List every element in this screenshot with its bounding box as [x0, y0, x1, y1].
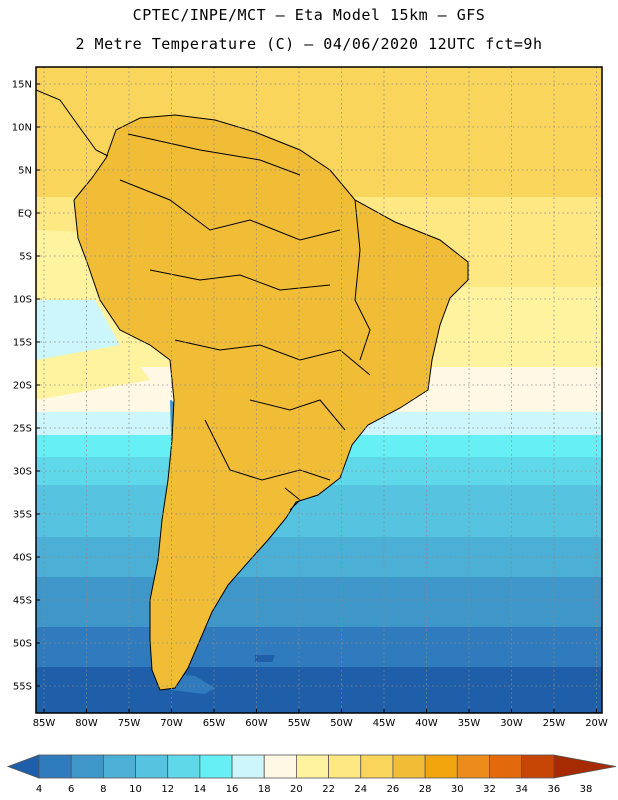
lon-label: 45W [373, 718, 396, 729]
lat-label: 5S [19, 252, 32, 263]
map-frame [35, 66, 603, 714]
lon-label: 55W [288, 718, 311, 729]
colorbar-swatch [328, 754, 362, 779]
lon-label: 60W [245, 718, 268, 729]
colorbar-tick-label: 14 [194, 784, 207, 795]
colorbar-tick-label: 26 [387, 784, 400, 795]
lon-label: 30W [500, 718, 523, 729]
colorbar-tick-label: 20 [290, 784, 303, 795]
latitude-axis: 15N 10N 5N EQ 5S 10S 15S 20S 25S 30S 35S 40S 45S 50S 5… [12, 80, 40, 693]
lat-label: 40S [13, 553, 32, 564]
lon-label: 20W [585, 718, 608, 729]
colorbar-tick-label: 36 [547, 784, 560, 795]
lat-label: 35S [13, 510, 32, 521]
lon-label: 25W [543, 718, 566, 729]
lat-label: 30S [13, 467, 32, 478]
colorbar-swatch [70, 754, 104, 779]
colorbar-swatch [296, 754, 329, 779]
colorbar-tick-label: 10 [129, 784, 142, 795]
lat-label: EQ [18, 209, 32, 220]
colorbar-tick-label: 38 [580, 784, 593, 795]
lat-label: 10S [13, 295, 32, 306]
lat-label: 55S [13, 682, 32, 693]
colorbar-swatch [135, 754, 169, 779]
colorbar-swatch [456, 754, 490, 779]
colorbar-tick-label: 18 [258, 784, 271, 795]
lon-label: 50W [330, 718, 353, 729]
colorbar-swatch [489, 754, 523, 779]
colorbar-tick-label: 4 [36, 784, 42, 795]
colorbar-swatch [102, 754, 136, 779]
colorbar-tick-label: 22 [322, 784, 335, 795]
colorbar-swatch [521, 754, 555, 779]
colorbar-swatch [38, 754, 72, 779]
colorbar-tick-label: 30 [451, 784, 464, 795]
lon-label: 80W [75, 718, 98, 729]
colorbar-tick-label: 8 [100, 784, 106, 795]
lat-label: 45S [13, 596, 32, 607]
lat-label: 25S [13, 424, 32, 435]
colorbar-tick-label: 34 [515, 784, 528, 795]
colorbar-swatch [199, 754, 233, 779]
colorbar-swatch [424, 754, 458, 779]
colorbar-tick-label: 32 [483, 784, 496, 795]
colorbar-tick-label: 24 [354, 784, 367, 795]
colorbar-tick-label: 28 [419, 784, 432, 795]
colorbar-tick-label: 6 [68, 784, 74, 795]
map-title-line-2: 2 Metre Temperature (C) – 04/06/2020 12U… [75, 35, 543, 53]
lon-label: 35W [458, 718, 481, 729]
colorbar-swatch [263, 754, 297, 779]
colorbar-left-arrow [6, 754, 40, 779]
lon-label: 75W [118, 718, 141, 729]
lat-label: 5N [18, 166, 32, 177]
lat-label: 15S [13, 338, 32, 349]
lon-label: 85W [33, 718, 56, 729]
lat-label: 50S [13, 639, 32, 650]
colorbar-swatch [231, 754, 265, 779]
colorbar-right-arrow [553, 754, 617, 779]
lat-label: 20S [13, 381, 32, 392]
lat-label: 15N [12, 80, 32, 91]
coastline-and-borders [36, 89, 469, 691]
lon-label: 65W [203, 718, 226, 729]
longitude-axis: 85W 80W 75W 70W 65W 60W 55W 50W 45W 40W 35W 30W 25W 2… [33, 709, 608, 729]
colorbar-swatch [360, 754, 394, 779]
map-title-line-1: CPTEC/INPE/MCT – Eta Model 15km – GFS [132, 6, 486, 24]
colorbar-tick-label: 16 [226, 784, 239, 795]
colorbar-tick-label: 12 [161, 784, 174, 795]
colorbar-swatch [167, 754, 201, 779]
temperature-colorbar: 4 6 8 10 12 14 16 18 20 22 24 26 28 30 32 34 36 38 [6, 754, 617, 795]
lon-label: 70W [160, 718, 183, 729]
colorbar-swatch [392, 754, 426, 779]
lon-label: 40W [415, 718, 438, 729]
lat-label: 10N [12, 123, 32, 134]
